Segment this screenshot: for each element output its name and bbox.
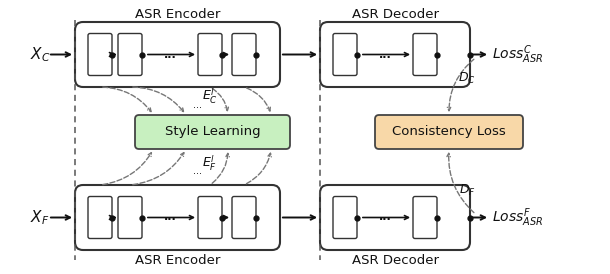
FancyBboxPatch shape bbox=[198, 196, 222, 238]
FancyBboxPatch shape bbox=[320, 185, 470, 250]
FancyBboxPatch shape bbox=[375, 115, 523, 149]
Text: Style Learning: Style Learning bbox=[165, 125, 260, 138]
FancyBboxPatch shape bbox=[333, 196, 357, 238]
FancyBboxPatch shape bbox=[413, 33, 437, 76]
Text: ...: ... bbox=[379, 213, 392, 222]
Text: ASR Encoder: ASR Encoder bbox=[135, 253, 220, 267]
Text: $\mathit{Loss}^F_{ASR}$: $\mathit{Loss}^F_{ASR}$ bbox=[492, 206, 544, 229]
Text: $X_F$: $X_F$ bbox=[30, 208, 49, 227]
Text: ...: ... bbox=[163, 213, 176, 222]
Text: $X_C$: $X_C$ bbox=[30, 45, 51, 64]
FancyBboxPatch shape bbox=[118, 196, 142, 238]
FancyBboxPatch shape bbox=[232, 196, 256, 238]
FancyBboxPatch shape bbox=[333, 33, 357, 76]
Text: $E^l_F$: $E^l_F$ bbox=[203, 154, 218, 173]
FancyBboxPatch shape bbox=[88, 33, 112, 76]
Text: ASR Decoder: ASR Decoder bbox=[351, 7, 439, 21]
Text: ...: ... bbox=[163, 50, 176, 59]
FancyBboxPatch shape bbox=[75, 22, 280, 87]
FancyBboxPatch shape bbox=[413, 196, 437, 238]
Text: ...: ... bbox=[193, 166, 203, 176]
FancyBboxPatch shape bbox=[320, 22, 470, 87]
Text: Consistency Loss: Consistency Loss bbox=[392, 125, 506, 138]
Text: $\mathit{Loss}^C_{ASR}$: $\mathit{Loss}^C_{ASR}$ bbox=[492, 43, 544, 66]
FancyBboxPatch shape bbox=[88, 196, 112, 238]
Text: ...: ... bbox=[379, 50, 392, 59]
Text: $D_C$: $D_C$ bbox=[458, 71, 476, 86]
FancyBboxPatch shape bbox=[232, 33, 256, 76]
Text: ASR Encoder: ASR Encoder bbox=[135, 7, 220, 21]
FancyBboxPatch shape bbox=[135, 115, 290, 149]
FancyBboxPatch shape bbox=[198, 33, 222, 76]
Text: $E^l_C$: $E^l_C$ bbox=[202, 87, 218, 107]
FancyBboxPatch shape bbox=[75, 185, 280, 250]
Text: ...: ... bbox=[193, 100, 203, 110]
FancyBboxPatch shape bbox=[118, 33, 142, 76]
Text: $D_F$: $D_F$ bbox=[459, 182, 475, 198]
Text: ASR Decoder: ASR Decoder bbox=[351, 253, 439, 267]
